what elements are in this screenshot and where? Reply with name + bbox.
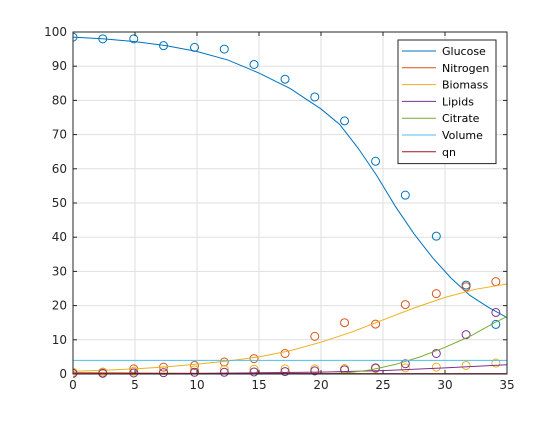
data-point [310, 92, 320, 102]
data-point [310, 331, 320, 341]
y-tick-label: 80 [52, 93, 67, 107]
legend-label: Nitrogen [442, 62, 489, 75]
data-point [190, 360, 200, 370]
legend-item-nitrogen: Nitrogen [402, 62, 489, 75]
data-point [159, 368, 169, 378]
data-point [310, 366, 320, 376]
legend-label: Citrate [442, 112, 480, 125]
data-point [340, 116, 350, 126]
legend-label: qn [442, 146, 456, 159]
data-point [431, 362, 441, 372]
legend: Glucose Nitrogen Biomass Lipids Citrate Volum… [397, 39, 497, 165]
x-tick-label: 10 [189, 378, 204, 392]
data-point [400, 190, 410, 200]
data-point [400, 359, 410, 369]
data-point [431, 289, 441, 299]
data-point [190, 42, 200, 52]
data-point [219, 367, 229, 377]
data-point [190, 367, 200, 377]
data-point [431, 231, 441, 241]
legend-label: Volume [442, 129, 483, 142]
data-point [249, 59, 259, 69]
data-point [219, 44, 229, 54]
data-point [461, 330, 471, 340]
legend-label: Lipids [442, 95, 474, 108]
legend-item-citrate: Citrate [402, 112, 480, 125]
data-point [400, 363, 410, 373]
y-tick-label: 90 [52, 59, 67, 73]
data-point [159, 41, 169, 51]
y-tick-label: 20 [52, 299, 67, 313]
data-point [400, 300, 410, 310]
x-tick-label: 5 [131, 378, 139, 392]
data-point [461, 282, 471, 292]
data-point [371, 156, 381, 166]
data-point [249, 367, 259, 377]
y-tick-label: 70 [52, 128, 67, 142]
legend-item-biomass: Biomass [402, 79, 489, 92]
legend-label: Biomass [442, 79, 489, 92]
y-tick-label: 30 [52, 264, 67, 278]
y-tick-label: 40 [52, 230, 67, 244]
data-point [491, 307, 501, 317]
x-tick-label: 0 [69, 378, 77, 392]
x-tick-label: 35 [499, 378, 514, 392]
data-point [340, 318, 350, 328]
data-point [129, 368, 139, 378]
x-tick-label: 30 [437, 378, 452, 392]
axes: 0 5 10 15 20 25 30 35 0 10 20 30 40 50 60 70 80 90 100 [44, 25, 515, 392]
series-line-glucose [73, 36, 508, 319]
x-tick-label: 20 [313, 378, 328, 392]
data-point [73, 32, 78, 42]
x-tick-label: 25 [375, 378, 390, 392]
data-point [280, 367, 290, 377]
y-tick-label: 60 [52, 162, 67, 176]
legend-label: Glucose [442, 45, 486, 58]
legend-item-volume: Volume [402, 129, 483, 142]
data-point [491, 358, 501, 368]
data-point [129, 34, 139, 44]
y-tick-label: 50 [52, 196, 67, 210]
y-tick-label: 100 [44, 25, 67, 39]
data-point [431, 348, 441, 358]
data-point [280, 74, 290, 84]
data-point [98, 34, 108, 44]
data-point [461, 360, 471, 370]
x-tick-label: 15 [251, 378, 266, 392]
data-point [280, 348, 290, 358]
legend-item-lipids: Lipids [402, 95, 474, 108]
series-line-biomass [73, 283, 508, 372]
legend-item-qn: qn [402, 146, 456, 159]
y-tick-label: 10 [52, 333, 67, 347]
y-tick-label: 0 [59, 367, 67, 381]
data-point [249, 354, 259, 364]
legend-item-glucose: Glucose [402, 45, 486, 58]
